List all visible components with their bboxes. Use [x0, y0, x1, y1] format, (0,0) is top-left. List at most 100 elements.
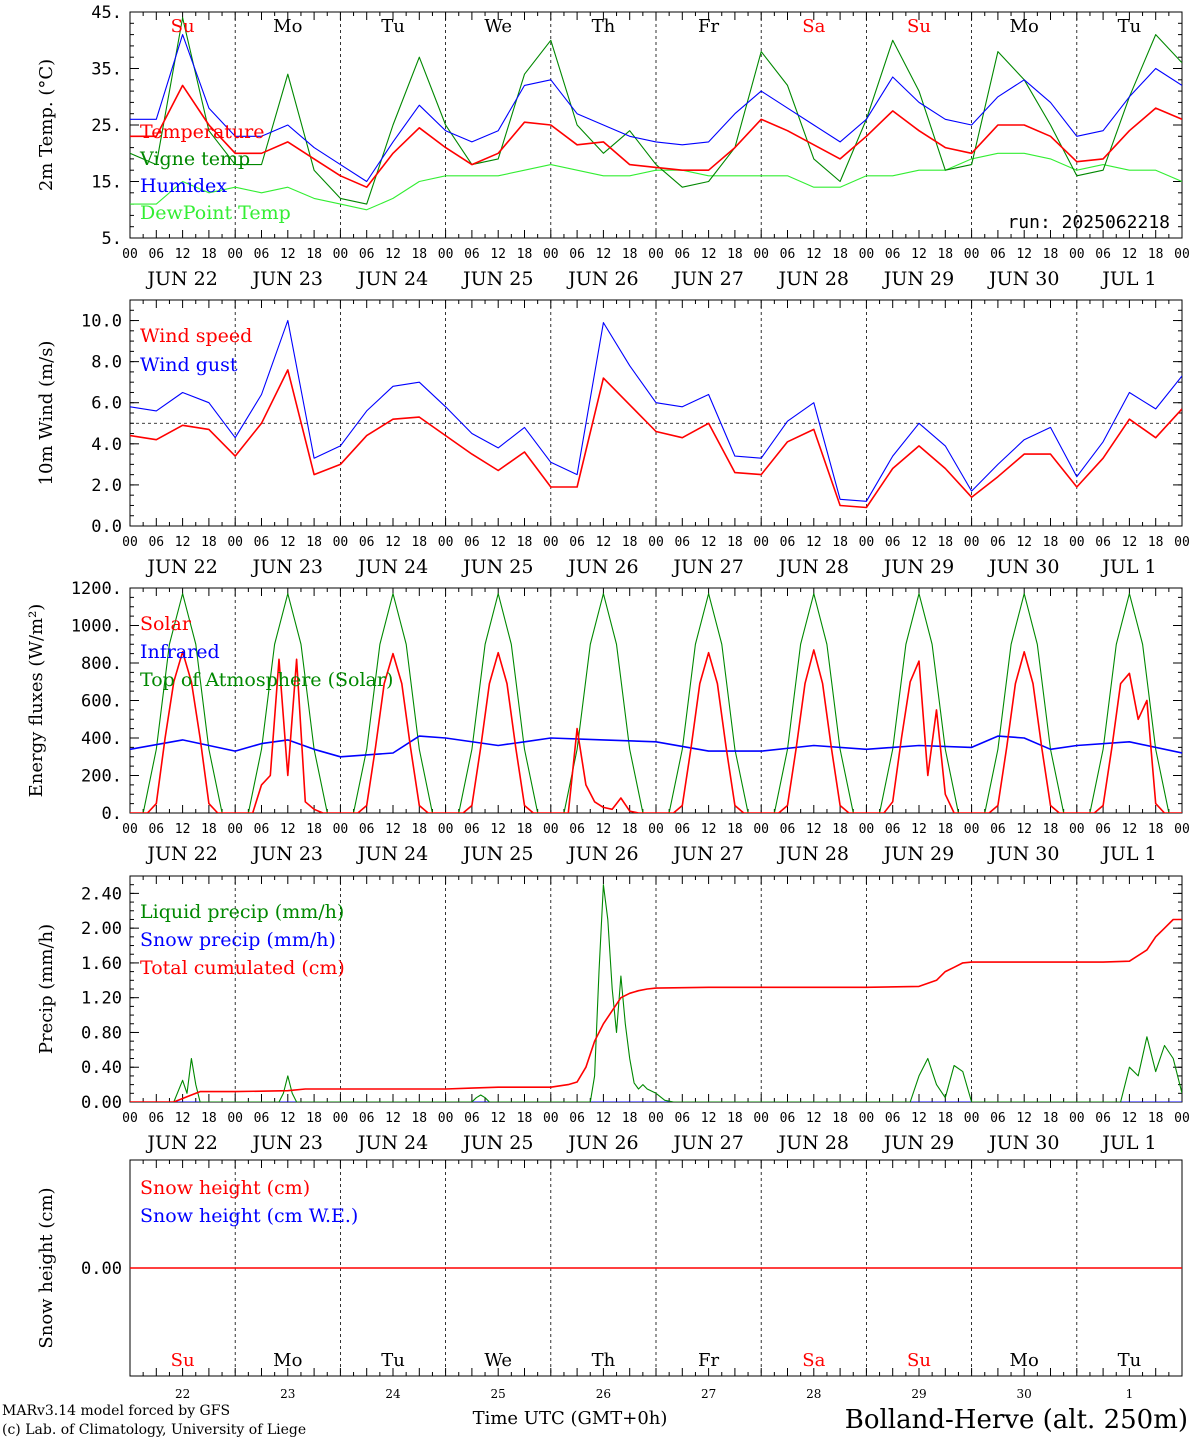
date-label: JUL 1 [1100, 268, 1156, 290]
y-tick-label: 15. [91, 173, 122, 193]
precip-panel: 0.00 0.40 0.80 1.20 1.60 2.00 2.40 Precip (mm/h… [36, 875, 1190, 1154]
day-number-label: 1 [1126, 1387, 1134, 1401]
y-tick-label: 2.0 [91, 476, 122, 496]
date-label: JUN 22 [145, 556, 217, 578]
hour-tick-label: 18 [1043, 822, 1059, 837]
hour-tick-label: 06 [359, 1111, 375, 1126]
run-label: run: 2025062218 [1007, 212, 1170, 233]
hour-tick-label: 06 [569, 247, 585, 262]
hour-tick-label: 00 [648, 822, 664, 837]
hour-tick-label: 18 [306, 247, 322, 262]
hour-tick-label: 12 [806, 535, 822, 550]
hour-tick-label: 12 [1122, 822, 1138, 837]
hour-tick-label: 18 [306, 822, 322, 837]
station-label: Bolland-Herve (alt. 250m) [845, 1405, 1188, 1435]
hour-tick-label: 18 [517, 535, 533, 550]
hour-tick-label: 12 [806, 1111, 822, 1126]
hour-tick-label: 00 [543, 822, 559, 837]
hour-tick-label: 12 [596, 535, 612, 550]
date-label: JUN 27 [671, 268, 743, 290]
hour-tick-label: 12 [175, 1111, 191, 1126]
date-label: JUN 25 [461, 268, 533, 290]
date-label: JUN 23 [251, 268, 323, 290]
hour-tick-label: 18 [1148, 822, 1164, 837]
weekday-label: Mo [273, 16, 302, 37]
date-label: JUN 29 [882, 1132, 954, 1154]
hour-tick-label: 12 [175, 247, 191, 262]
y-axis-label: Snow height (cm) [36, 1187, 57, 1348]
hour-tick-label: 06 [674, 822, 690, 837]
weekday-label: Tu [381, 16, 405, 37]
hour-tick-label: 12 [280, 822, 296, 837]
hour-tick-label: 06 [254, 247, 270, 262]
hour-tick-label: 18 [306, 1111, 322, 1126]
hour-tick-label: 00 [438, 535, 454, 550]
hour-tick-label: 12 [1016, 822, 1032, 837]
hour-tick-label: 12 [596, 247, 612, 262]
y-tick-label: 2.40 [81, 884, 122, 904]
hour-tick-label: 00 [859, 1111, 875, 1126]
weekday-label: Fr [698, 1350, 719, 1371]
panels: 5. 15. 25. 35. 45. 2m Temp. (°C) Temperature Vi… [26, 3, 1190, 1401]
date-label: JUN 25 [461, 556, 533, 578]
hour-tick-label: 12 [385, 1111, 401, 1126]
hour-tick-label: 06 [674, 1111, 690, 1126]
hour-tick-label: 12 [385, 247, 401, 262]
hour-tick-label: 12 [1122, 1111, 1138, 1126]
date-label: JUN 22 [145, 1132, 217, 1154]
hour-tick-label: 18 [727, 1111, 743, 1126]
date-label: JUN 23 [251, 843, 323, 865]
hour-tick-label: 00 [1174, 1111, 1190, 1126]
hour-tick-label: 12 [175, 822, 191, 837]
day-number-label: 27 [701, 1387, 716, 1401]
weekday-label: Mo [1010, 1350, 1039, 1371]
weekday-label: Fr [698, 16, 719, 37]
hour-tick-label: 12 [596, 1111, 612, 1126]
temperature-panel: 5. 15. 25. 35. 45. 2m Temp. (°C) Temperature Vi… [36, 3, 1190, 290]
date-label: JUN 26 [566, 556, 638, 578]
legend-entry: Humidex [140, 175, 227, 197]
date-label: JUN 27 [671, 1132, 743, 1154]
hour-tick-label: 18 [937, 535, 953, 550]
hour-tick-label: 18 [306, 535, 322, 550]
hour-tick-label: 06 [990, 822, 1006, 837]
hour-tick-label: 18 [411, 1111, 427, 1126]
date-label: JUN 26 [566, 268, 638, 290]
hour-tick-label: 00 [1174, 535, 1190, 550]
hour-tick-label: 06 [1095, 822, 1111, 837]
day-number-label: 26 [596, 1387, 611, 1401]
date-label: JUN 26 [566, 843, 638, 865]
date-label: JUL 1 [1100, 556, 1156, 578]
hour-tick-label: 06 [464, 822, 480, 837]
hour-tick-label: 06 [464, 535, 480, 550]
weekday-label: Sa [802, 1350, 825, 1371]
hour-tick-label: 06 [254, 822, 270, 837]
hour-tick-label: 00 [753, 535, 769, 550]
date-label: JUN 24 [356, 556, 428, 578]
date-label: JUN 29 [882, 843, 954, 865]
y-tick-label: 1.60 [81, 954, 122, 974]
hour-tick-label: 06 [885, 535, 901, 550]
hour-tick-label: 18 [832, 1111, 848, 1126]
hour-tick-label: 12 [1122, 247, 1138, 262]
hour-tick-label: 18 [201, 535, 217, 550]
hour-tick-label: 18 [727, 535, 743, 550]
day-number-label: 23 [280, 1387, 295, 1401]
hour-tick-label: 12 [596, 822, 612, 837]
hour-tick-label: 12 [1016, 535, 1032, 550]
day-number-label: 22 [175, 1387, 190, 1401]
hour-tick-label: 06 [148, 822, 164, 837]
hour-tick-label: 06 [885, 822, 901, 837]
hour-tick-label: 18 [622, 535, 638, 550]
hour-tick-label: 06 [569, 535, 585, 550]
date-label: JUN 24 [356, 268, 428, 290]
hour-tick-label: 12 [280, 247, 296, 262]
hour-tick-label: 00 [753, 247, 769, 262]
date-label: JUN 25 [461, 843, 533, 865]
series-line-infrared [130, 735, 1182, 758]
hour-tick-label: 06 [464, 1111, 480, 1126]
hour-tick-label: 00 [648, 1111, 664, 1126]
y-tick-label: 8.0 [91, 353, 122, 373]
date-label: JUN 30 [987, 843, 1059, 865]
